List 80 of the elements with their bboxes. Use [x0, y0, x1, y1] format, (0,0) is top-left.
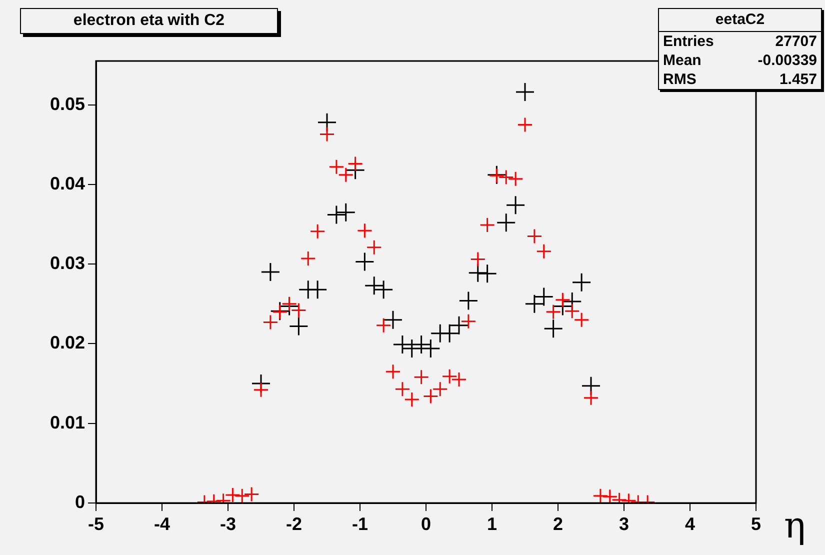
point	[458, 290, 478, 310]
x-tick-label: -1	[352, 514, 368, 534]
point	[300, 250, 316, 266]
point	[364, 276, 384, 296]
point	[602, 488, 618, 503]
x-tick-label: 0	[420, 514, 432, 534]
point	[422, 388, 438, 404]
point	[394, 381, 410, 397]
point	[385, 364, 401, 380]
y-tick-label: 0.05	[50, 94, 85, 114]
point	[592, 488, 608, 503]
text: Mean -0.00339	[663, 52, 817, 69]
x-tick-label: 1	[486, 514, 498, 534]
point	[402, 338, 422, 358]
point	[336, 202, 356, 222]
y-tick-label: 0.03	[50, 253, 85, 274]
point	[376, 318, 392, 334]
point	[460, 314, 476, 330]
point	[420, 338, 440, 358]
point	[374, 280, 394, 300]
point	[554, 292, 570, 308]
point	[432, 381, 448, 397]
text: RMS 1.457	[663, 71, 817, 88]
point	[348, 156, 364, 172]
text: Entries 27707	[663, 33, 817, 50]
point	[383, 310, 403, 330]
point	[356, 222, 372, 238]
point	[354, 252, 374, 272]
point	[412, 334, 432, 354]
point	[326, 204, 346, 224]
point	[308, 280, 328, 300]
point	[544, 318, 564, 338]
point	[526, 228, 542, 244]
y-tick-label: 0.01	[50, 412, 85, 432]
point	[319, 126, 335, 142]
point	[404, 392, 420, 408]
point	[478, 264, 498, 284]
point	[536, 244, 552, 260]
x-tick-label: -2	[286, 514, 302, 534]
point	[310, 224, 326, 240]
point	[244, 486, 260, 502]
point	[496, 212, 516, 232]
point	[583, 390, 599, 406]
point	[470, 252, 486, 268]
point	[506, 195, 526, 215]
x-tick-label: -5	[88, 514, 104, 534]
point	[534, 286, 554, 306]
point	[498, 170, 514, 186]
point	[508, 171, 524, 187]
point	[442, 368, 458, 384]
point	[234, 488, 250, 503]
x-tick-label: 2	[552, 514, 564, 534]
point	[451, 372, 467, 388]
point	[515, 82, 535, 102]
point	[414, 369, 430, 385]
point	[224, 487, 240, 503]
text: eetaC2	[659, 9, 821, 32]
point	[524, 294, 544, 314]
point	[288, 316, 308, 336]
point	[449, 316, 469, 336]
x-tick-label: 5	[750, 514, 762, 534]
point	[366, 240, 382, 256]
chart-title: electron eta with C2	[20, 8, 278, 34]
point	[546, 304, 562, 320]
y-tick-label: 0.02	[50, 332, 85, 353]
y-tick-label: 0	[74, 492, 85, 512]
point	[440, 324, 460, 344]
point	[253, 382, 269, 398]
point	[517, 116, 533, 132]
point	[392, 334, 412, 354]
x-axis-title: η	[784, 505, 806, 546]
point	[480, 217, 496, 233]
y-tick-label: 0.04	[50, 173, 85, 194]
x-tick-label: 3	[618, 514, 630, 534]
point	[260, 262, 280, 282]
x-tick-label: -3	[220, 514, 236, 534]
point	[262, 314, 278, 330]
x-tick-label: 4	[684, 514, 696, 534]
point	[572, 272, 592, 292]
x-tick-label: -4	[154, 514, 170, 534]
